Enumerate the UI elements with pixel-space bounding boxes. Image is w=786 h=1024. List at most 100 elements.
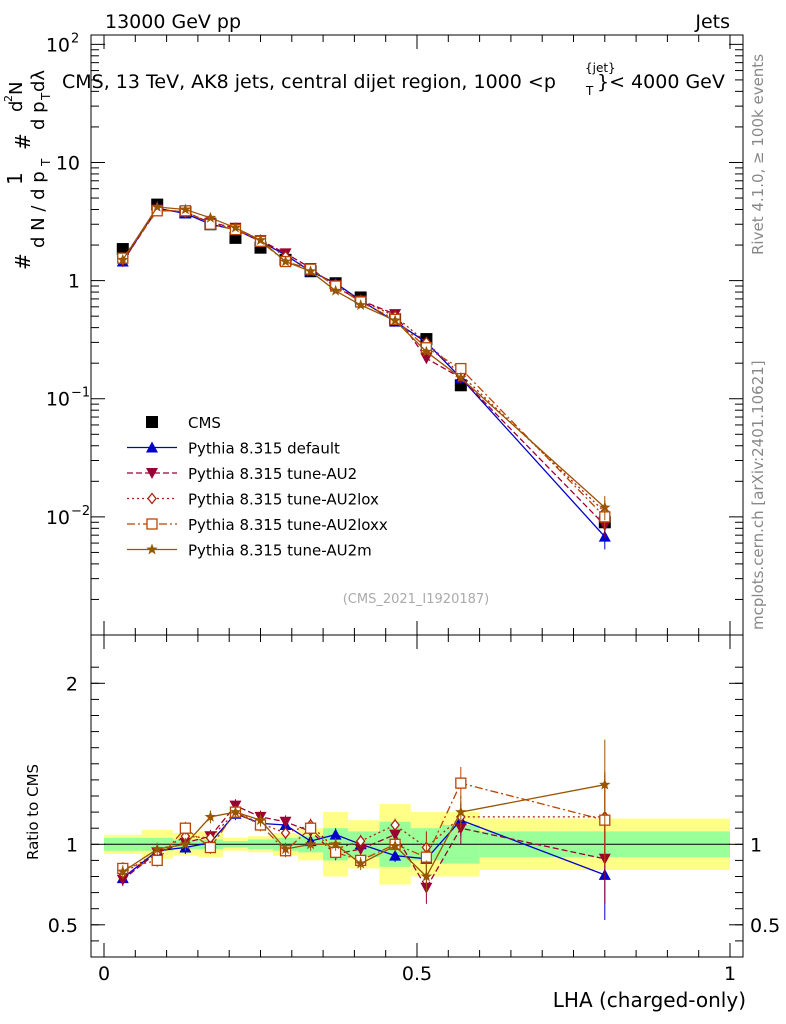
legend-label-1: Pythia 8.315 default: [188, 440, 340, 458]
series-5-ratio-point-0: [117, 865, 129, 877]
series-5-line: [122, 206, 606, 508]
legend-marker-0-shape: [146, 416, 158, 428]
series-5-point-13: [599, 501, 611, 513]
series-5-ratio-point-12: [455, 806, 467, 817]
series-5-ratio-point-7: [304, 838, 317, 850]
series-3-ratio-point-9: [355, 835, 366, 848]
ratio-ytick-label-0: 0.5: [48, 915, 78, 937]
series-lines: [116, 198, 611, 550]
ylabel-num-sup: 2: [2, 95, 15, 102]
ylabel-den-sub: T: [39, 158, 53, 167]
series-5-point-10-shape: [389, 314, 401, 326]
series-4-ratio-point-3: [204, 841, 217, 854]
series-4-point-3-shape: [204, 218, 217, 230]
series-4-point-3: [204, 218, 217, 230]
series-5-point-13-shape: [599, 501, 611, 513]
ylabel-num-post: N: [6, 82, 27, 95]
series-4-ratio-point-7-shape: [304, 822, 317, 834]
series-4-ratio-point-3-shape: [204, 841, 217, 854]
series-0-point-0-shape: [116, 243, 129, 256]
series-5-point-11: [420, 345, 433, 357]
series-3-ratio-point-6-shape: [280, 826, 291, 840]
series-5-ratio-point-1: [151, 843, 163, 854]
legend-marker-4-shape: [146, 518, 158, 530]
x-axis-label: LHA (charged-only): [553, 988, 746, 1012]
ref-label: mcplots.cern.ch [arXiv:2401.10621]: [749, 360, 767, 630]
ratio-lines: [116, 739, 611, 920]
main-ytick-label-0: 10: [46, 507, 70, 529]
y-axis-label: # 1 d N / d p T # d 2 N d p T dλ: [2, 70, 53, 270]
series-5-ratio-point-10-shape: [389, 839, 401, 851]
series-5-ratio-point-10: [389, 839, 401, 851]
legend: CMS Pythia 8.315 default Pythia 8.315 tune…: [127, 414, 388, 560]
main-ytick-exp-0: −2: [71, 504, 90, 519]
main-ytick-exp-1: −1: [71, 386, 90, 401]
series-5-point-12-shape: [455, 371, 467, 383]
legend-label-5: Pythia 8.315 tune-AU2m: [188, 542, 372, 560]
series-5-ratio-point-3: [204, 810, 217, 822]
legend-marker-5-shape: [146, 543, 158, 555]
series-5-point-3: [204, 211, 217, 223]
series-5-point-3-shape: [204, 211, 217, 223]
series-5-point-8: [329, 284, 342, 296]
title-main: CMS, 13 TeV, AK8 jets, central dijet reg…: [62, 71, 556, 93]
series-5-point-8-shape: [329, 284, 342, 296]
ratio-ytick-label-2: 2: [66, 673, 78, 695]
legend-marker-3-shape: [147, 492, 157, 505]
x-tick-label-1: 0.5: [402, 963, 432, 985]
series-5-point-5: [254, 234, 267, 245]
watermark: (CMS_2021_I1920187): [343, 592, 490, 607]
main-ytick-label-2: 1: [68, 271, 80, 293]
series-5-point-4: [229, 221, 242, 233]
ratio-uncertainty-bands: [104, 804, 730, 885]
series-5-ratio-point-1-shape: [151, 843, 163, 854]
rivet-label: Rivet 4.1.0, ≥ 100k events: [749, 54, 767, 255]
series-1-ratio-point-10-shape: [389, 849, 402, 861]
main-ytick-exp-4: 2: [71, 31, 79, 46]
series-5-ratio-point-9: [355, 857, 367, 869]
series-5-point-5-shape: [254, 234, 267, 245]
ratio-panel-frame: [90, 634, 744, 958]
series-5-point-2: [179, 203, 192, 215]
series-0-point-0: [116, 243, 129, 256]
header-left: 13000 GeV pp: [105, 11, 241, 33]
series-5-ratio-point-2-shape: [179, 838, 192, 850]
series-5-point-9-shape: [355, 299, 367, 310]
ylabel-den2: d p: [28, 101, 49, 130]
legend-label-4: Pythia 8.315 tune-AU2loxx: [188, 516, 388, 534]
series-5-ratio-point-11: [420, 870, 433, 882]
series-5-point-1-shape: [151, 201, 163, 212]
legend-marker-1: [146, 441, 158, 453]
series-4-ratio-point-1-shape: [151, 854, 163, 867]
series-5-ratio-point-13: [599, 778, 611, 790]
series-1-ratio-point-8-shape: [329, 828, 342, 840]
series-5-ratio-point-2: [179, 838, 192, 850]
series-5-ratio-point-7-shape: [304, 838, 317, 850]
ratio-ytick-label-right-0: 0.5: [750, 915, 780, 937]
series-5-ratio-point-0-shape: [117, 865, 129, 877]
series-2-ratio-point-9: [354, 844, 367, 856]
title-tail: }< 4000 GeV: [597, 71, 725, 93]
series-5-ratio-point-3-shape: [204, 810, 217, 822]
series-4-ratio-point-2-shape: [179, 822, 192, 834]
main-ytick-label-1: 10: [46, 389, 70, 411]
ratio-ytick-label-right-1: 1: [750, 834, 762, 856]
legend-marker-3: [147, 492, 157, 505]
series-5-ratio-point-4: [229, 806, 242, 817]
ylabel-den2-tail: dλ: [28, 70, 49, 92]
series-3-ratio-point-9-shape: [355, 835, 366, 848]
series-5-point-7: [304, 265, 317, 277]
ylabel-den: d N / d p: [28, 171, 49, 248]
series-5-point-12: [455, 371, 467, 383]
series-5-ratio-point-8: [329, 838, 342, 850]
main-ytick-label-3: 10: [56, 152, 80, 174]
series-5-ratio-point-4-shape: [229, 806, 242, 817]
series-5-point-10: [389, 314, 401, 326]
series-5-point-0-shape: [117, 253, 129, 265]
series-4-ratio-point-12-shape: [455, 777, 467, 789]
legend-label-2: Pythia 8.315 tune-AU2: [188, 465, 357, 483]
series-2-ratio-point-10: [389, 829, 402, 841]
series-5-ratio-point-6: [279, 843, 292, 854]
series-5-ratio-point-12-shape: [455, 806, 467, 817]
